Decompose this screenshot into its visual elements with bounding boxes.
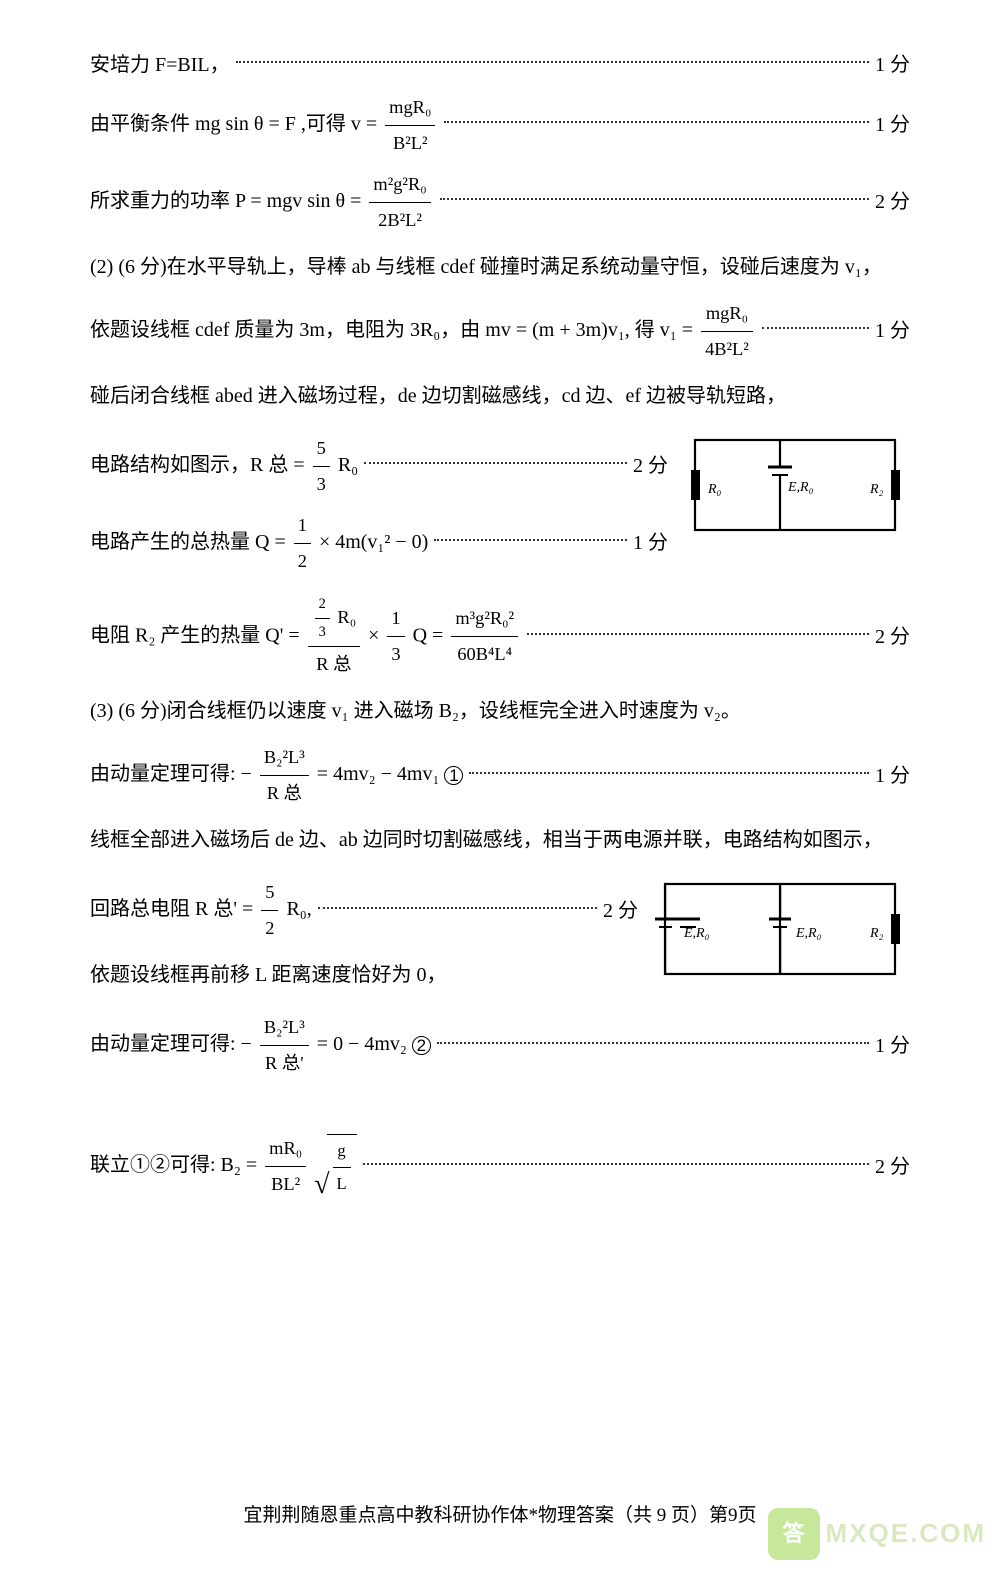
text: 所求重力的功率 P = mgv sin θ = m²g²R₀ 2B²L² [90, 167, 434, 238]
line-result-b2: 联立①②可得: B₂ = mR₀ BL² √ g L 2 分 [90, 1131, 910, 1202]
points: 1 分 [875, 757, 910, 795]
fraction: 23 R₀ R 总 [308, 591, 360, 683]
row-with-circuit-2: 回路总电阻 R 总' = 5 2 R₀, 2 分 依题设线框再前移 L 距离速度… [90, 869, 910, 1004]
circuit-diagram-1: R₀ E,R₀ R₂ [680, 425, 910, 545]
points: 1 分 [633, 524, 668, 562]
label-er0-b: E,R₀ [795, 926, 822, 941]
text: 电阻 R₂ 产生的热量 Q' = 23 R₀ R 总 × 1 3 Q = m³g… [90, 591, 521, 683]
row-with-circuit-1: 电路结构如图示，R 总 = 5 3 R₀ 2 分 电路产生的总热量 Q = 1 … [90, 425, 910, 585]
leader-dots [364, 462, 627, 464]
fraction: m³g²R₀² 60B⁴L⁴ [451, 601, 518, 672]
section-3c: 依题设线框再前移 L 距离速度恰好为 0， [90, 956, 638, 994]
line-power: 所求重力的功率 P = mgv sin θ = m²g²R₀ 2B²L² 2 分 [90, 167, 910, 238]
points: 1 分 [875, 106, 910, 144]
line-r-total-2: 回路总电阻 R 总' = 5 2 R₀, 2 分 [90, 875, 638, 946]
leader-dots [527, 633, 869, 635]
text: 联立①②可得: B₂ = mR₀ BL² √ g L [90, 1131, 357, 1202]
leader-dots [363, 1163, 869, 1165]
text: 安培力 F=BIL， [90, 46, 230, 84]
line-heat-total: 电路产生的总热量 Q = 1 2 × 4m(v₁² − 0) 1 分 [90, 508, 668, 579]
label-r2: R₂ [869, 926, 884, 941]
fraction: m²g²R₀ 2B²L² [369, 167, 430, 238]
section-3-intro: (3) (6 分)闭合线框仍以速度 v₁ 进入磁场 B₂，设线框完全进入时速度为… [90, 692, 910, 730]
leader-dots [318, 907, 597, 909]
watermark-badge-icon: 答 [768, 1508, 820, 1560]
watermark: 答 MXQE.COM [768, 1508, 986, 1560]
fraction: 5 2 [261, 875, 278, 946]
fraction: mR₀ BL² [265, 1131, 306, 1202]
line-ampere: 安培力 F=BIL， 1 分 [90, 46, 910, 84]
leader-dots [469, 772, 869, 774]
points: 2 分 [875, 183, 910, 221]
text: 由动量定理可得: − B₂²L³ R 总 = 4mv₂ − 4mv₁ 1 [90, 740, 463, 811]
line-heat-r2: 电阻 R₂ 产生的热量 Q' = 23 R₀ R 总 × 1 3 Q = m³g… [90, 591, 910, 683]
points: 2 分 [603, 892, 638, 930]
points: 2 分 [875, 1148, 910, 1186]
label-r2: R₂ [869, 482, 884, 497]
text: 电路结构如图示，R 总 = 5 3 R₀ [90, 431, 358, 502]
fraction: B₂²L³ R 总 [260, 740, 309, 811]
circled-number-icon: 1 [444, 766, 463, 785]
line-balance: 由平衡条件 mg sin θ = F ,可得 v = mgR₀ B²L² 1 分 [90, 90, 910, 161]
points: 2 分 [875, 618, 910, 656]
label-er0-a: E,R₀ [683, 926, 710, 941]
leader-dots [437, 1042, 869, 1044]
page: 安培力 F=BIL， 1 分 由平衡条件 mg sin θ = F ,可得 v … [0, 0, 1000, 1574]
text: 依题设线框 cdef 质量为 3m，电阻为 3R₀，由 mv = (m + 3m… [90, 296, 756, 367]
fraction: mgR₀ 4B²L² [701, 296, 753, 367]
circled-number-icon: 2 [412, 1036, 431, 1055]
fraction: 1 2 [294, 508, 311, 579]
fraction: mgR₀ B²L² [385, 90, 435, 161]
text: 由动量定理可得: − B₂²L³ R 总' = 0 − 4mv₂ 2 [90, 1010, 431, 1081]
line-impulse-2: 由动量定理可得: − B₂²L³ R 总' = 0 − 4mv₂ 2 1 分 [90, 1010, 910, 1081]
sqrt: √ g L [314, 1134, 356, 1199]
points: 1 分 [875, 312, 910, 350]
leader-dots [236, 61, 869, 63]
line-r-total: 电路结构如图示，R 总 = 5 3 R₀ 2 分 [90, 431, 668, 502]
points: 1 分 [875, 46, 910, 84]
line-impulse-1: 由动量定理可得: − B₂²L³ R 总 = 4mv₂ − 4mv₁ 1 1 分 [90, 740, 910, 811]
leader-dots [444, 121, 869, 123]
text: 回路总电阻 R 总' = 5 2 R₀, [90, 875, 312, 946]
points: 1 分 [875, 1027, 910, 1065]
circuit-diagram-2: E,R₀ E,R₀ R₂ [650, 869, 910, 989]
text: 电路产生的总热量 Q = 1 2 × 4m(v₁² − 0) [90, 508, 428, 579]
section-2-intro: (2) (6 分)在水平导轨上，导棒 ab 与线框 cdef 碰撞时满足系统动量… [90, 248, 910, 286]
section-3b: 线框全部进入磁场后 de 边、ab 边同时切割磁感线，相当于两电源并联，电路结构… [90, 821, 910, 859]
fraction: 5 3 [313, 431, 330, 502]
label-er0: E,R₀ [787, 480, 814, 495]
watermark-url: MXQE.COM [826, 1509, 986, 1558]
fraction: 1 3 [387, 601, 404, 672]
leader-dots [440, 198, 869, 200]
line-momentum: 依题设线框 cdef 质量为 3m，电阻为 3R₀，由 mv = (m + 3m… [90, 296, 910, 367]
leader-dots [762, 327, 869, 329]
points: 2 分 [633, 447, 668, 485]
label-r0: R₀ [707, 482, 722, 497]
leader-dots [434, 539, 627, 541]
fraction: B₂²L³ R 总' [260, 1010, 309, 1081]
section-2b: 碰后闭合线框 abed 进入磁场过程，de 边切割磁感线，cd 边、ef 边被导… [90, 377, 910, 415]
text: 由平衡条件 mg sin θ = F ,可得 v = mgR₀ B²L² [90, 90, 438, 161]
